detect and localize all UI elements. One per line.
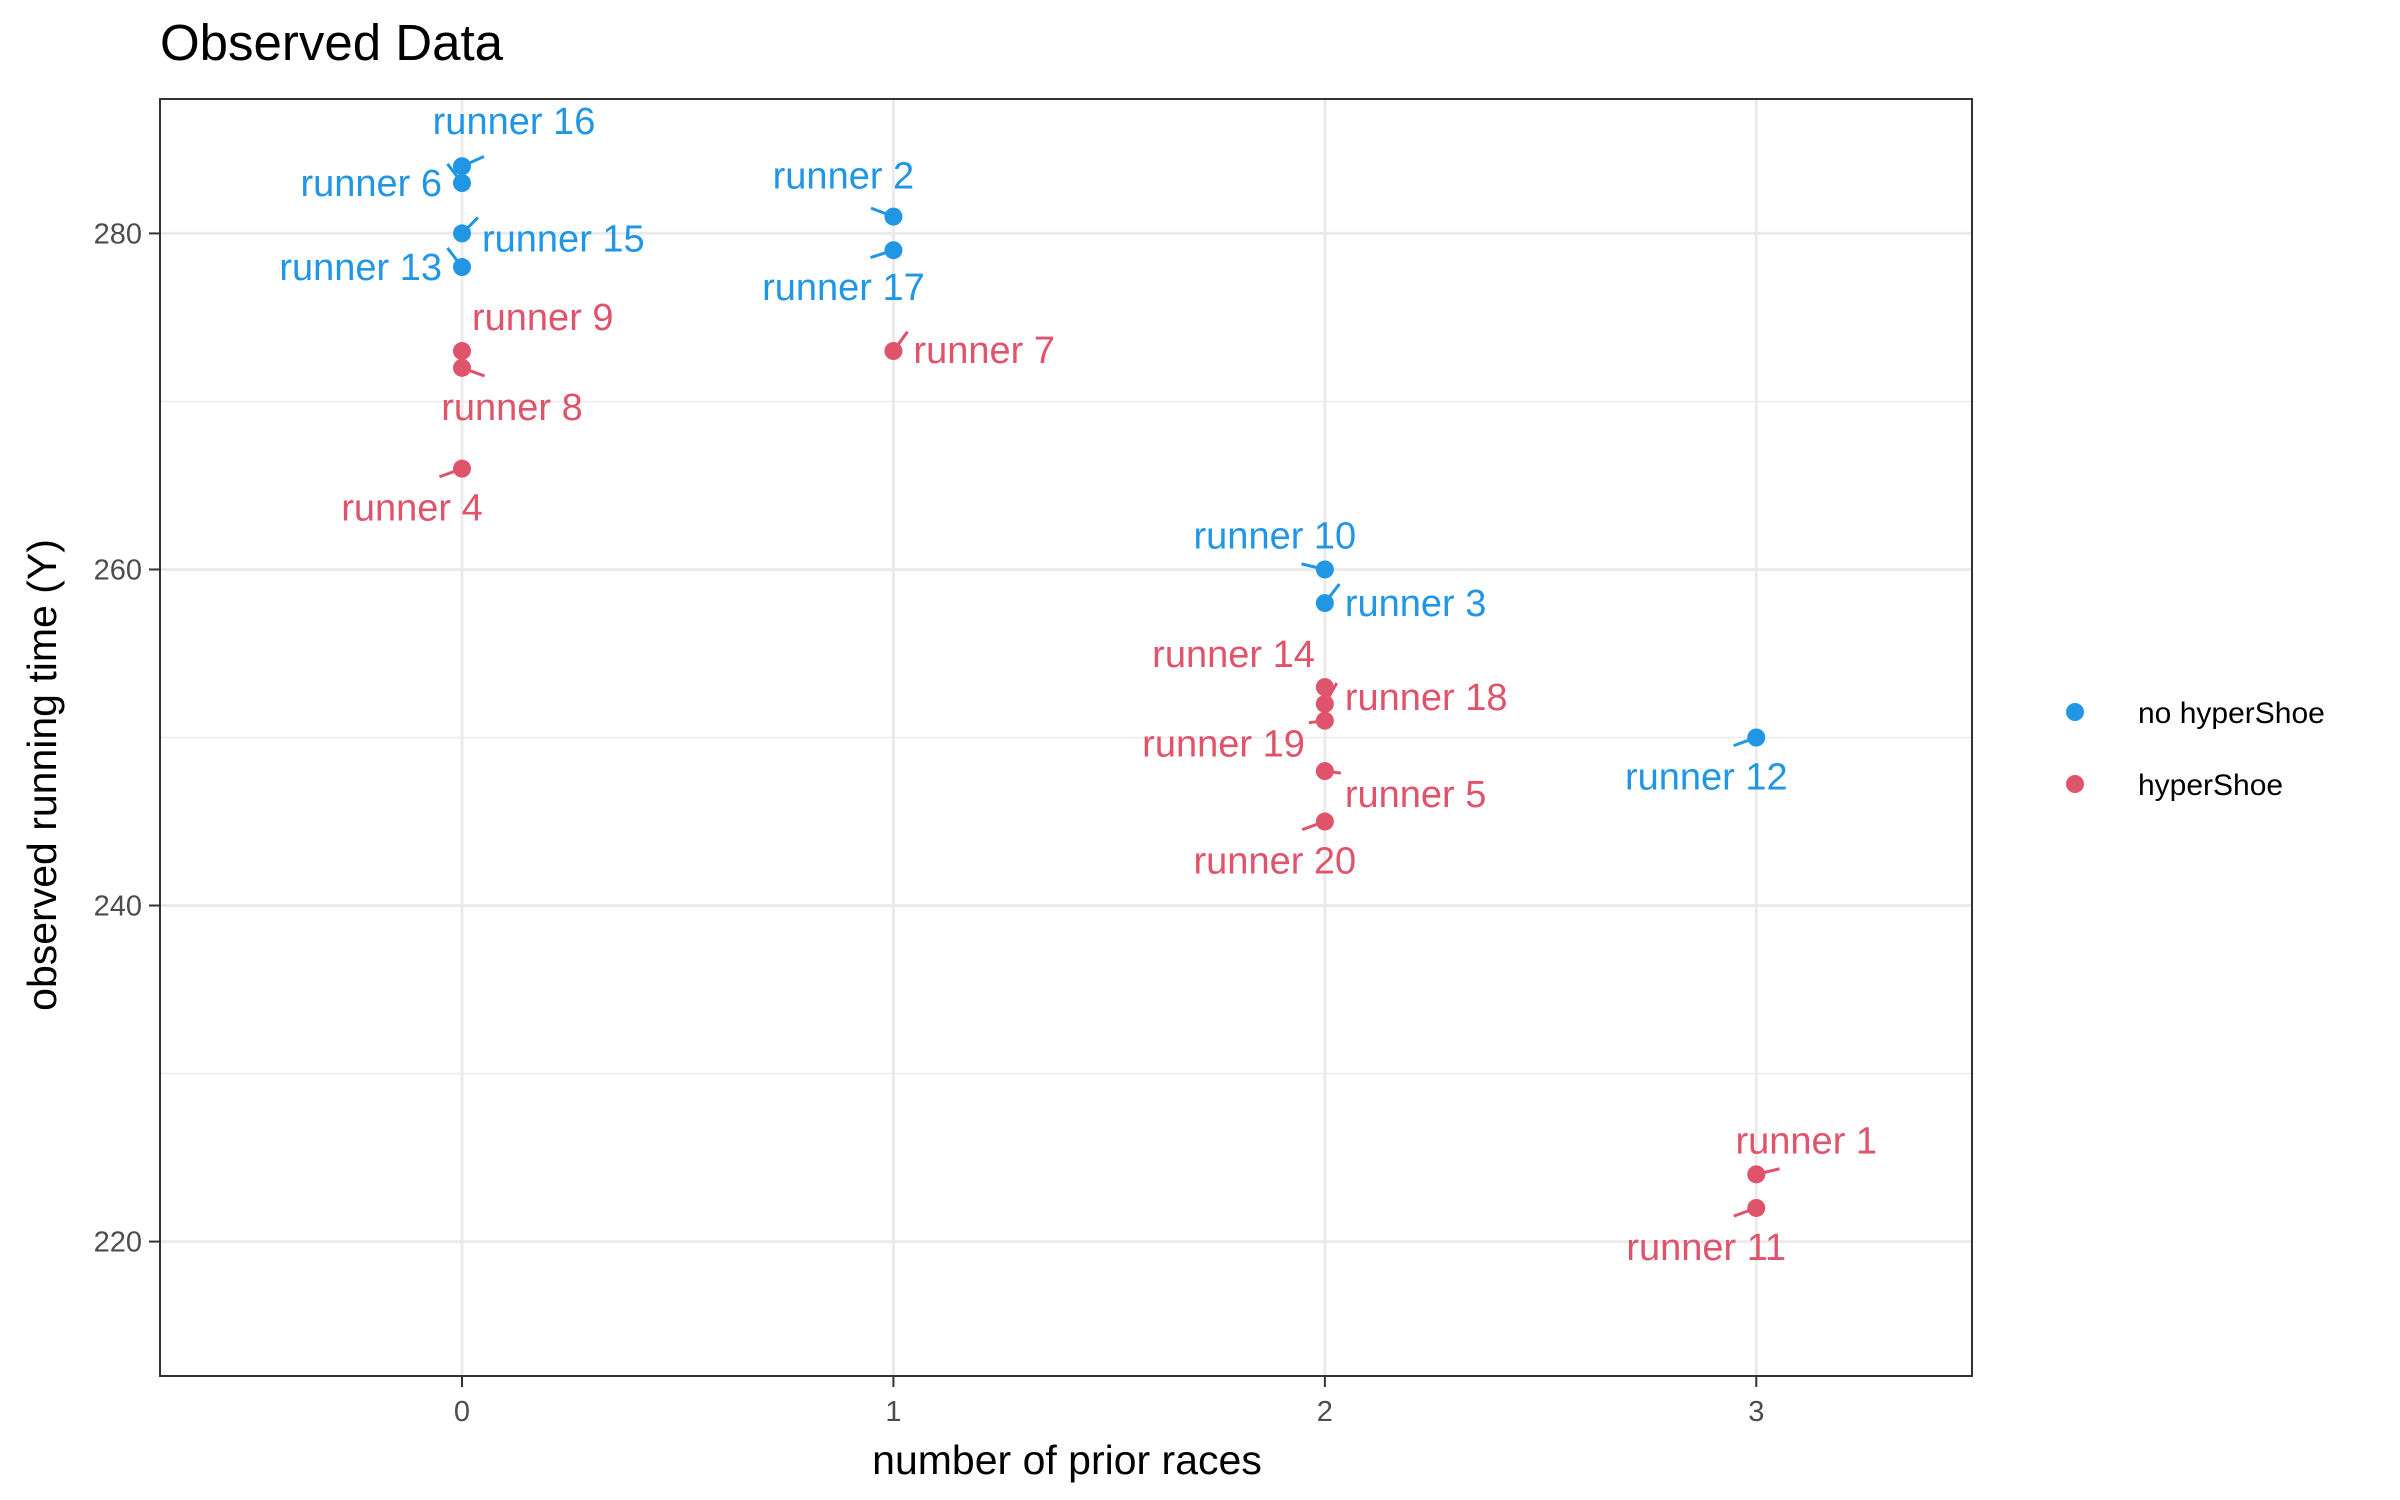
point-label: runner 20: [1194, 841, 1357, 883]
chart-title: Observed Data: [160, 14, 504, 71]
point-label: runner 18: [1345, 677, 1508, 719]
y-tick-label: 220: [94, 1227, 142, 1259]
x-axis-title: number of prior races: [872, 1437, 1262, 1483]
data-point: [453, 174, 471, 193]
point-label: runner 14: [1152, 634, 1315, 676]
point-label: runner 19: [1142, 724, 1305, 766]
data-point: [1747, 1165, 1766, 1184]
x-tick-label: 3: [1748, 1396, 1764, 1428]
label-connector: [1733, 738, 1750, 748]
point-label: runner 15: [482, 218, 645, 260]
data-point: [453, 358, 471, 377]
label-connector: [446, 247, 459, 262]
label-connector: [468, 155, 485, 165]
data-point: [453, 157, 471, 176]
grid: [160, 99, 1972, 1376]
point-label: runner 8: [441, 387, 583, 429]
label-connector: [1763, 1167, 1780, 1174]
y-axis-title: observed running time (Y): [19, 539, 65, 1011]
label-connector: [896, 330, 909, 346]
point-label: runner 6: [300, 163, 442, 205]
x-tick-label: 0: [454, 1396, 470, 1428]
data-point: [1315, 594, 1334, 613]
data-points: [453, 157, 1766, 1217]
point-labels: runner 16 runner 6 runner 15 runner 13 runne…: [279, 101, 1877, 1269]
axes: 0 1 2 3 220 240 260 280: [94, 218, 1765, 1428]
point-label: runner 2: [773, 156, 915, 198]
data-point: [453, 342, 471, 361]
point-label: runner 12: [1625, 757, 1788, 799]
data-point: [1747, 728, 1766, 747]
data-point: [453, 224, 471, 243]
point-label: runner 10: [1194, 515, 1357, 557]
label-connector: [870, 251, 887, 259]
label-connector: [1733, 1209, 1750, 1218]
point-label: runner 9: [472, 297, 614, 339]
data-point: [1315, 711, 1334, 730]
legend-key: [2066, 703, 2084, 721]
plot-panel: [159, 98, 1973, 1377]
point-label: runner 5: [1345, 774, 1487, 816]
data-point: [1315, 694, 1334, 713]
point-label: runner 17: [762, 267, 925, 309]
legend: no hyperShoe hyperShoe: [2066, 697, 2325, 802]
data-point: [1315, 678, 1334, 697]
data-point: [884, 342, 903, 361]
data-point: [1315, 762, 1334, 781]
data-point: [1315, 560, 1334, 579]
data-point: [453, 459, 471, 478]
y-tick-label: 240: [94, 891, 142, 923]
label-connector: [1301, 822, 1318, 832]
data-point: [1747, 1198, 1766, 1217]
label-connector: [870, 206, 887, 216]
point-label: runner 4: [341, 488, 483, 530]
y-tick-label: 260: [94, 554, 142, 586]
point-label: runner 3: [1345, 583, 1487, 625]
label-connectors: [438, 155, 1780, 1218]
x-tick-label: 2: [1317, 1396, 1333, 1428]
data-point: [1315, 812, 1334, 831]
x-tick-label: 1: [885, 1396, 901, 1428]
label-connector: [1328, 583, 1341, 598]
point-label: runner 16: [433, 101, 596, 143]
label-connector: [438, 469, 455, 479]
label-connector: [1332, 770, 1342, 775]
label-connector: [466, 216, 480, 229]
point-label: runner 11: [1626, 1227, 1786, 1269]
label-connector: [1301, 562, 1318, 570]
y-tick-label: 280: [94, 218, 142, 250]
data-point: [453, 258, 471, 277]
legend-label: no hyperShoe: [2138, 697, 2325, 730]
label-connector: [446, 163, 459, 178]
label-connector: [469, 369, 486, 378]
data-point: [884, 207, 903, 226]
point-label: runner 13: [279, 247, 442, 289]
legend-label: hyperShoe: [2138, 769, 2283, 802]
data-point: [884, 241, 903, 260]
legend-key: [2066, 775, 2084, 793]
label-connector: [1308, 720, 1318, 725]
point-label: runner 1: [1736, 1120, 1878, 1162]
point-label: runner 7: [913, 330, 1055, 372]
